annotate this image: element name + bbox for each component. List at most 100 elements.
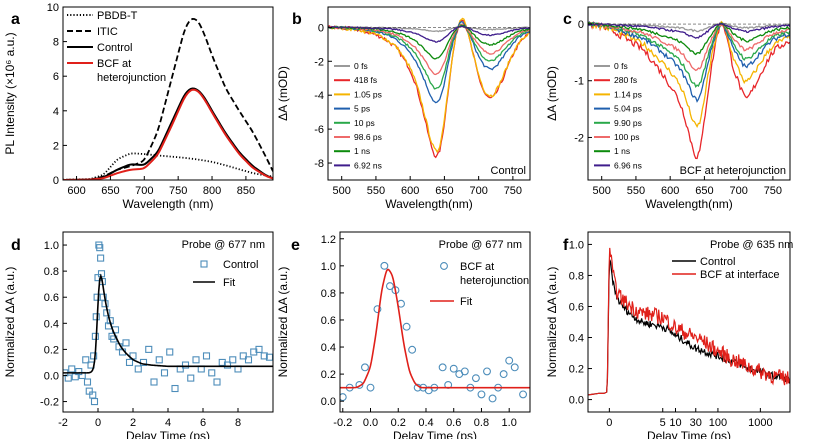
- y-tick-label: -0.2: [40, 397, 59, 409]
- x-tick-label: 600: [661, 185, 679, 197]
- legend-label: 280 fs: [614, 75, 637, 85]
- data-point: [460, 367, 469, 376]
- legend-label: 418 fs: [354, 75, 377, 85]
- x-tick-label: 500: [333, 185, 351, 197]
- legend-label: PBDB-T: [97, 10, 138, 22]
- plot-frame: [327, 6, 531, 181]
- y-tick-label: 8: [53, 37, 59, 49]
- data-point: [510, 363, 519, 372]
- legend-label: 5.04 ps: [614, 104, 642, 114]
- y-tick-label: 10: [47, 2, 59, 14]
- data-point: [373, 305, 382, 314]
- data-point: [488, 394, 497, 403]
- x-tick-label: 2: [130, 417, 136, 429]
- x-tick-label: 0: [95, 417, 101, 429]
- legend-label: 1 ns: [614, 146, 630, 156]
- y-tick-label: 0.6: [321, 315, 336, 327]
- data-point: [361, 363, 369, 372]
- legend-label: heterojunction: [97, 72, 166, 84]
- y-tick-label: 0.2: [44, 344, 59, 356]
- data-point: [519, 390, 528, 399]
- plot-frame: [587, 231, 791, 413]
- x-tick-label: 700: [135, 185, 153, 197]
- panel-label: f: [563, 237, 569, 254]
- plot-area: [340, 261, 530, 403]
- legend-marker: [440, 262, 448, 270]
- legend-label: 100 ps: [614, 132, 640, 142]
- annotation: Probe @ 635 nm: [710, 239, 793, 251]
- annotation: Probe @ 677 nm: [182, 239, 265, 251]
- y-axis-label: Normalized ΔA (a.u.): [3, 267, 17, 378]
- y-tick-label: 0.0: [569, 395, 584, 407]
- x-tick-label: 10: [669, 417, 681, 429]
- series-line: [63, 17, 273, 180]
- y-tick-label: 0.4: [44, 318, 59, 330]
- data-point: [402, 322, 411, 331]
- y-tick-label: 0.2: [321, 369, 336, 381]
- x-tick-label: 4: [165, 417, 171, 429]
- data-point: [91, 332, 99, 340]
- y-tick-label: 4: [53, 106, 59, 118]
- data-point: [96, 244, 104, 252]
- panel-label: d: [11, 237, 21, 254]
- y-axis-label: Normalized ΔA (a.u.): [276, 267, 290, 378]
- plot-frame: [339, 231, 531, 413]
- data-point: [155, 356, 163, 364]
- data-point: [92, 313, 100, 321]
- x-tick-label: 0.2: [391, 417, 406, 429]
- x-tick-label: 800: [203, 185, 221, 197]
- legend-label: ITIC: [97, 26, 118, 38]
- series-line: [328, 25, 530, 43]
- data-point: [90, 352, 98, 360]
- x-tick-label: 100: [709, 417, 727, 429]
- x-tick-label: 750: [504, 185, 522, 197]
- y-tick-label: 0.8: [569, 270, 584, 282]
- series-line: [588, 20, 790, 129]
- x-tick-label: 1.0: [502, 417, 517, 429]
- panel-label: b: [292, 11, 302, 28]
- y-axis-label: ΔA (mOD): [545, 66, 559, 121]
- data-point: [208, 369, 216, 377]
- data-point: [483, 367, 491, 376]
- legend-label: 0 fs: [354, 61, 368, 71]
- data-point: [171, 384, 179, 393]
- y-tick-label: 0.4: [569, 333, 584, 345]
- panel-e: Probe @ 677 nm BCF at heterojunction Fit -0.…: [276, 231, 531, 439]
- y-tick-label: -8: [314, 158, 324, 170]
- legend-label: 98.6 ps: [354, 132, 382, 142]
- data-point: [181, 361, 190, 369]
- legend-label: BCF at: [460, 261, 494, 273]
- fit-line: [340, 268, 530, 389]
- x-axis-label: Delay Time (ps): [393, 429, 477, 439]
- series-line: [63, 152, 273, 180]
- plot-area: [588, 247, 790, 396]
- x-tick-label: 700: [729, 185, 747, 197]
- data-point: [145, 345, 153, 353]
- legend-marker: [200, 260, 208, 268]
- legend-label: Fit: [460, 296, 472, 308]
- x-tick-label: 850: [237, 185, 255, 197]
- data-point: [340, 393, 347, 402]
- panel-label: e: [291, 237, 300, 254]
- y-tick-label: 0: [53, 175, 59, 187]
- annotation: Control: [491, 165, 526, 177]
- plot-frame: [587, 6, 791, 181]
- y-tick-label: 0.2: [569, 364, 584, 376]
- legend-label: Control: [223, 259, 258, 271]
- x-tick-label: 500: [593, 185, 611, 197]
- legend-label: 5 ps: [354, 104, 370, 114]
- data-point: [385, 282, 394, 291]
- data-point: [471, 374, 480, 383]
- x-tick-label: 650: [695, 185, 713, 197]
- series-line: [328, 23, 530, 76]
- y-tick-label: 2: [53, 140, 59, 152]
- data-point: [408, 345, 417, 354]
- legend-label: Control: [97, 42, 132, 54]
- x-tick-label: 600: [67, 185, 85, 197]
- x-tick-label: 550: [367, 185, 385, 197]
- y-tick-label: 0.8: [44, 266, 59, 278]
- legend-label: Control: [700, 256, 735, 268]
- y-tick-label: 0.0: [321, 396, 336, 408]
- y-tick-label: -6: [314, 124, 324, 136]
